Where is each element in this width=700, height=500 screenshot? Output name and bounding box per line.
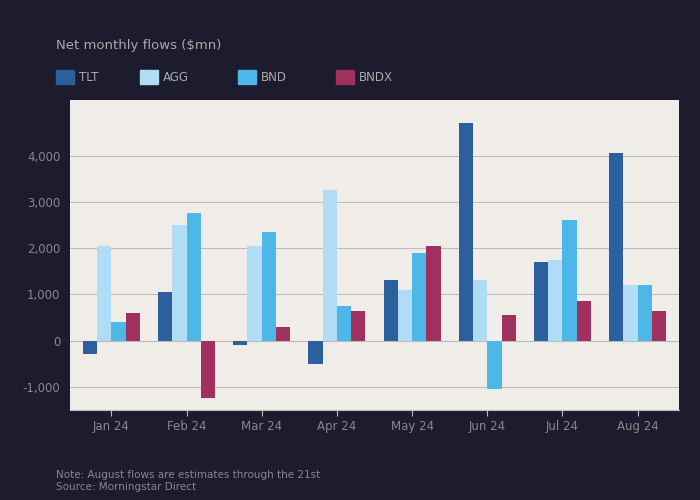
- Bar: [426, 246, 441, 340]
- Bar: [398, 290, 412, 341]
- Bar: [247, 246, 262, 340]
- Bar: [412, 252, 426, 340]
- Text: BND: BND: [261, 71, 287, 84]
- Bar: [458, 123, 473, 340]
- Bar: [337, 306, 351, 340]
- Bar: [308, 340, 323, 363]
- Bar: [577, 302, 591, 341]
- Bar: [83, 340, 97, 354]
- Bar: [624, 285, 638, 341]
- Text: AGG: AGG: [163, 71, 189, 84]
- Text: BNDX: BNDX: [359, 71, 393, 84]
- Bar: [262, 232, 276, 340]
- Bar: [652, 310, 666, 340]
- Bar: [502, 315, 516, 340]
- Bar: [125, 313, 140, 340]
- Bar: [97, 246, 111, 340]
- Bar: [563, 220, 577, 340]
- Text: Net monthly flows ($mn): Net monthly flows ($mn): [56, 40, 221, 52]
- Bar: [534, 262, 548, 340]
- Bar: [201, 340, 215, 398]
- Bar: [276, 326, 290, 340]
- Bar: [351, 310, 365, 340]
- Bar: [186, 214, 201, 340]
- Bar: [548, 260, 563, 340]
- Bar: [111, 322, 125, 340]
- Bar: [473, 280, 487, 340]
- Bar: [487, 340, 502, 389]
- Bar: [233, 340, 247, 345]
- Bar: [638, 285, 652, 341]
- Bar: [323, 190, 337, 340]
- Text: TLT: TLT: [79, 71, 99, 84]
- Bar: [609, 153, 624, 340]
- Text: Note: August flows are estimates through the 21st
Source: Morningstar Direct: Note: August flows are estimates through…: [56, 470, 321, 492]
- Bar: [158, 292, 172, 341]
- Bar: [384, 280, 398, 340]
- Bar: [172, 225, 186, 340]
